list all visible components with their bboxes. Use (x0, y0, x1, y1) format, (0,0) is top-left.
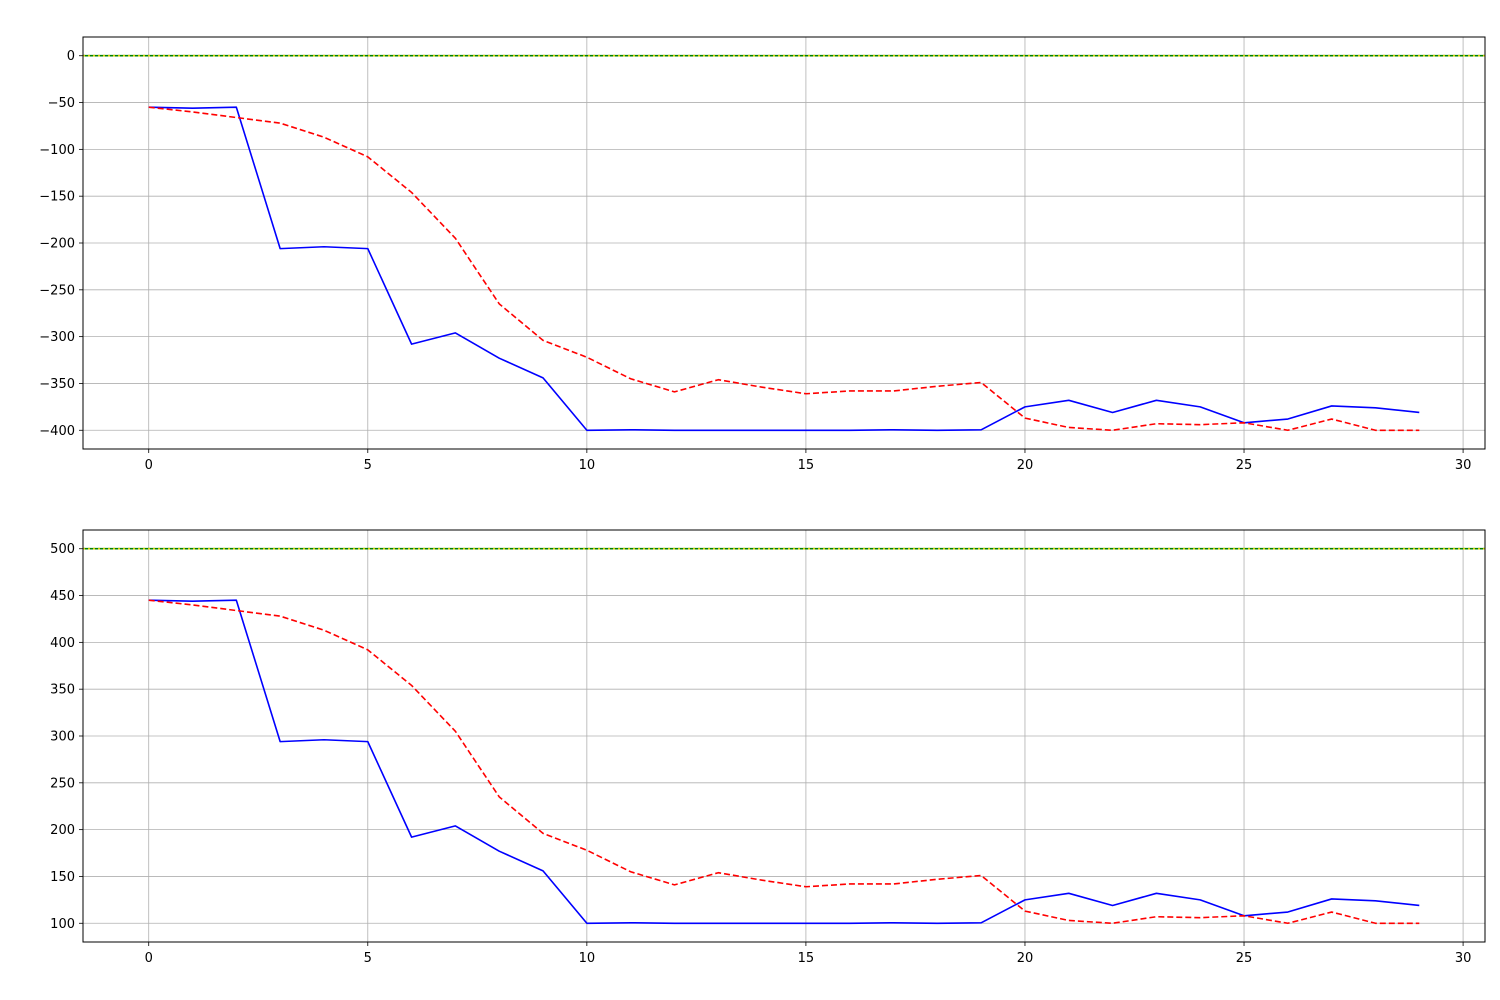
y-tick-label: 500 (50, 542, 75, 557)
series-line-2 (148, 599, 1420, 925)
x-tick-label: 15 (798, 458, 815, 473)
x-tick-label: 20 (1017, 458, 1034, 473)
y-tick-label: −100 (39, 143, 75, 158)
y-tick-label: 250 (50, 776, 75, 791)
x-tick-label: 30 (1455, 951, 1472, 966)
x-tick-label: 25 (1236, 951, 1253, 966)
chart-panel-1: 0 5 10 15 20 25 30 0 −50 −100 −150 −200 −250 −300 −350… (39, 36, 1486, 473)
y-tick-label: 100 (50, 917, 75, 932)
x-tick-label: 30 (1455, 458, 1472, 473)
y-tick-label: −250 (39, 283, 75, 298)
chart-panel-2: 0 5 10 15 20 25 30 500 450 400 350 300 250 200 150 100 (50, 529, 1486, 966)
y-tick-label: 150 (50, 870, 75, 885)
series-group (83, 54, 1485, 432)
x-tick-label: 10 (579, 458, 596, 473)
y-tick-label: −300 (39, 330, 75, 345)
x-tick-label: 5 (364, 951, 372, 966)
x-tick-label: 15 (798, 951, 815, 966)
series-line-1 (148, 599, 1420, 925)
y-tick-label: −400 (39, 424, 75, 439)
series-group (83, 547, 1485, 925)
y-tick-label: 350 (50, 683, 75, 698)
y-tick-label: −150 (39, 190, 75, 205)
x-tick-label: 25 (1236, 458, 1253, 473)
x-tick-label: 0 (145, 951, 153, 966)
y-tick-label: 400 (50, 636, 75, 651)
x-tick-label: 0 (145, 458, 153, 473)
series-line-1 (148, 106, 1420, 432)
y-tick-label: −50 (48, 96, 75, 111)
x-tick-label: 10 (579, 951, 596, 966)
y-tick-label: 0 (67, 49, 75, 64)
y-tick-label: 450 (50, 589, 75, 604)
series-line-2 (148, 106, 1420, 432)
x-tick-label: 20 (1017, 951, 1034, 966)
y-tick-label: 200 (50, 823, 75, 838)
y-tick-label: −200 (39, 237, 75, 252)
y-tick-label: 300 (50, 730, 75, 745)
x-tick-label: 5 (364, 458, 372, 473)
y-tick-label: −350 (39, 377, 75, 392)
